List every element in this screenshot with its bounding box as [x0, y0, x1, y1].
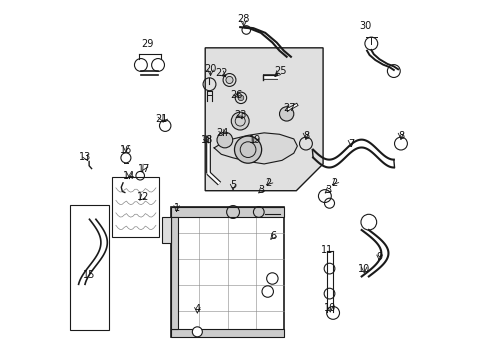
- Circle shape: [225, 76, 233, 84]
- Bar: [70, 205, 108, 330]
- Text: 8: 8: [302, 131, 308, 141]
- Text: 1: 1: [173, 203, 179, 213]
- Text: 8: 8: [397, 131, 403, 141]
- Text: 19: 19: [248, 135, 261, 145]
- Polygon shape: [205, 48, 323, 191]
- Circle shape: [121, 153, 131, 163]
- Polygon shape: [214, 133, 297, 164]
- Circle shape: [279, 107, 293, 121]
- Text: 27: 27: [283, 103, 295, 113]
- Text: 16: 16: [120, 145, 132, 155]
- Text: 7: 7: [347, 139, 353, 149]
- Text: 22: 22: [215, 68, 227, 78]
- Text: 10: 10: [357, 264, 369, 274]
- Text: 5: 5: [229, 180, 236, 190]
- Bar: [171, 207, 283, 217]
- Text: 13: 13: [79, 152, 91, 162]
- Circle shape: [238, 95, 244, 101]
- Text: 14: 14: [123, 171, 135, 181]
- Circle shape: [231, 112, 248, 130]
- Bar: [171, 207, 283, 337]
- Text: 23: 23: [234, 110, 246, 120]
- Text: 11: 11: [320, 245, 332, 255]
- Bar: [162, 217, 171, 243]
- Text: 4: 4: [194, 304, 200, 314]
- Text: 26: 26: [230, 90, 243, 100]
- Text: 21: 21: [155, 113, 167, 123]
- Text: 28: 28: [237, 14, 249, 24]
- Text: 10: 10: [324, 303, 336, 313]
- Bar: [171, 217, 178, 329]
- Bar: [171, 329, 283, 337]
- Text: 3: 3: [258, 185, 264, 195]
- Text: 29: 29: [141, 39, 153, 49]
- Text: 3: 3: [325, 185, 331, 195]
- Circle shape: [234, 136, 261, 163]
- Text: 2: 2: [265, 178, 271, 188]
- Bar: [112, 177, 159, 237]
- Circle shape: [192, 327, 202, 337]
- Text: 15: 15: [83, 270, 95, 280]
- Text: 17: 17: [137, 163, 150, 174]
- Text: 2: 2: [331, 178, 337, 188]
- Text: 24: 24: [216, 128, 228, 138]
- Text: 30: 30: [358, 21, 370, 31]
- Text: 20: 20: [204, 64, 216, 73]
- Text: 9: 9: [376, 252, 382, 262]
- Text: 25: 25: [273, 66, 286, 76]
- Circle shape: [217, 132, 232, 148]
- Text: 18: 18: [201, 135, 213, 145]
- Text: 12: 12: [136, 192, 148, 202]
- Text: 6: 6: [269, 231, 276, 242]
